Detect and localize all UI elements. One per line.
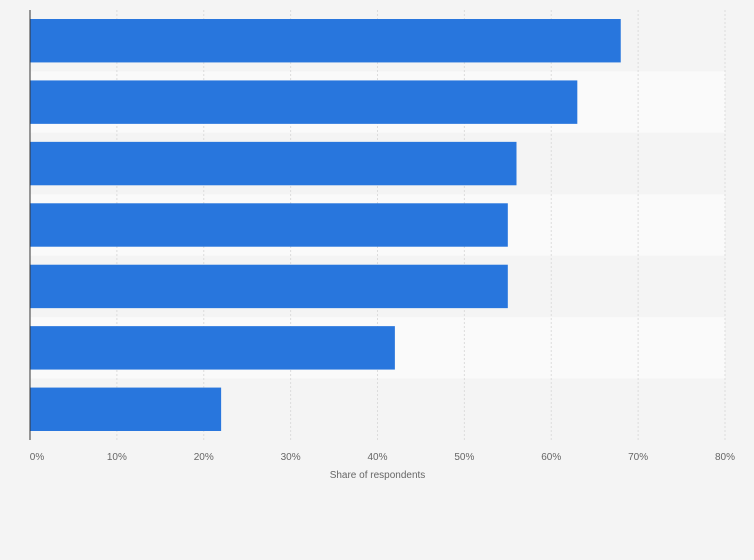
- x-axis-title: Share of respondents: [330, 470, 426, 481]
- x-tick-label: 10%: [107, 452, 127, 463]
- x-tick-label: 70%: [628, 452, 648, 463]
- bar: [30, 264, 508, 309]
- x-axis-ticks: 0% 10% 20% 30% 40% 50% 60% 70% 80%: [30, 452, 735, 463]
- bar: [30, 141, 517, 186]
- bar: [30, 203, 508, 247]
- bar: [30, 387, 222, 431]
- x-tick-label: 30%: [281, 452, 301, 463]
- x-tick-label: 60%: [541, 452, 561, 463]
- bars: [30, 19, 621, 431]
- bar: [30, 80, 578, 124]
- x-tick-label: 40%: [367, 452, 387, 463]
- bar: [30, 19, 621, 63]
- x-tick-label: 0%: [30, 452, 45, 463]
- bar: [30, 326, 395, 370]
- x-tick-label: 50%: [454, 452, 474, 463]
- x-tick-label: 80%: [715, 452, 735, 463]
- x-tick-label: 20%: [194, 452, 214, 463]
